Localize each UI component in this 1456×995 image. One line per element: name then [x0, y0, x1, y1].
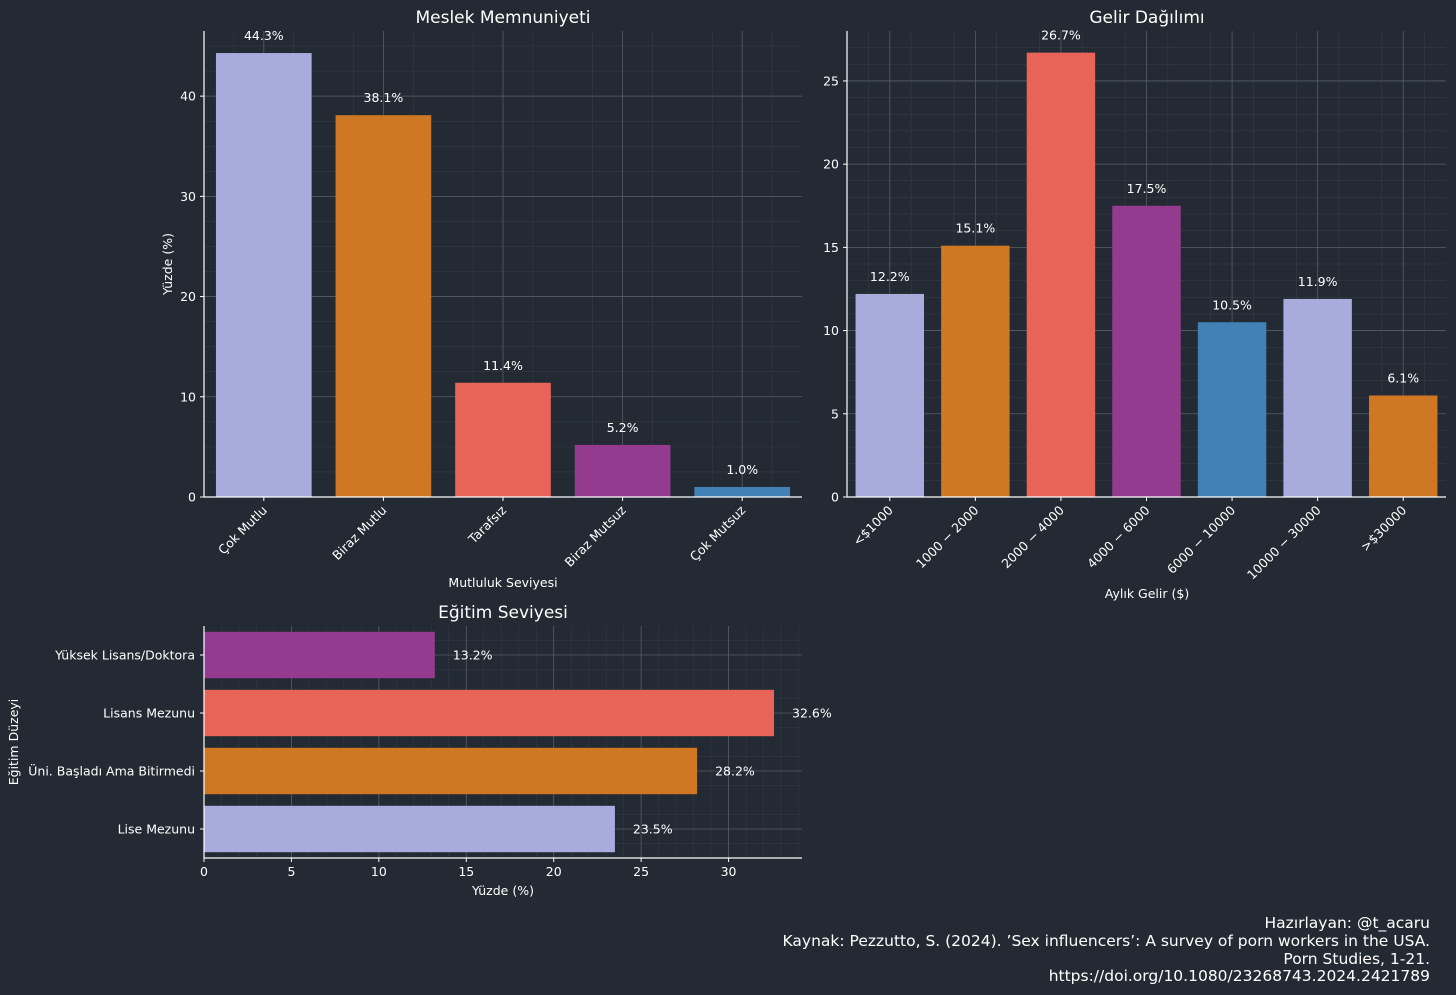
x-axis-label: Yüzde (%) — [471, 883, 534, 898]
bar — [204, 689, 775, 737]
bar — [694, 486, 791, 497]
bar — [1112, 205, 1181, 497]
y-tick-label: 25 — [823, 73, 839, 88]
value-label: 6.1% — [1387, 370, 1419, 385]
value-label: 17.5% — [1127, 181, 1167, 196]
bar — [574, 444, 671, 497]
y-tick-label: 20 — [180, 289, 196, 304]
bar — [1368, 395, 1438, 497]
credits-journal: Porn Studies, 1-21. — [1283, 949, 1430, 968]
x-tick-label: 6000 − 10000 — [1164, 502, 1238, 576]
x-tick-label: Çok Mutsuz — [687, 502, 749, 564]
y-tick-label: 30 — [180, 189, 196, 204]
value-label: 1.0% — [726, 462, 758, 477]
value-label: 11.4% — [483, 358, 523, 373]
bar — [1197, 322, 1267, 497]
y-tick-label: 0 — [831, 490, 839, 505]
value-labels: 13.2% 32.6% 28.2% 23.5% — [453, 648, 832, 837]
x-tick-label: 10000 − 30000 — [1244, 502, 1324, 582]
x-tick-label: 20 — [546, 864, 562, 879]
bar — [204, 805, 615, 853]
bars — [204, 631, 775, 853]
value-label: 15.1% — [955, 221, 995, 236]
chart-title: Gelir Dağılımı — [1089, 8, 1204, 28]
y-tick-label: Üni. Başladı Ama Bitirmedi — [28, 763, 195, 779]
value-labels: 12.2% 15.1% 26.7% 17.5% 10.5% 11.9% 6.1% — [870, 28, 1419, 386]
chart-egitim-seviyesi: 13.2% 32.6% 28.2% 23.5% 0 5 10 15 20 25 30 Yüksek … — [6, 603, 832, 898]
bar — [855, 293, 925, 497]
value-label: 5.2% — [607, 420, 639, 435]
value-label: 13.2% — [453, 648, 493, 663]
bars — [855, 52, 1438, 498]
y-tick-label: 10 — [180, 389, 196, 404]
x-tick-label: Tarafsız — [465, 502, 510, 547]
x-tick-label: 5 — [287, 864, 295, 879]
credits: Hazırlayan: @t_acaru Kaynak: Pezzutto, S… — [782, 914, 1430, 986]
y-axis-label: Eğitim Düzeyi — [6, 699, 21, 786]
y-tick-label: 5 — [831, 406, 839, 421]
x-tick-label: 10 — [371, 864, 387, 879]
bar — [204, 747, 698, 795]
value-label: 23.5% — [633, 822, 673, 837]
value-label: 44.3% — [244, 28, 284, 43]
value-label: 26.7% — [1041, 28, 1081, 43]
bar — [1026, 52, 1096, 498]
chart-title: Meslek Memnuniyeti — [415, 8, 590, 28]
value-label: 32.6% — [792, 706, 832, 721]
value-label: 10.5% — [1212, 297, 1252, 312]
x-tick-label: Çok Mutlu — [215, 503, 270, 558]
value-label: 11.9% — [1298, 274, 1338, 289]
bar — [455, 382, 551, 497]
tick-labels: 0 5 10 15 20 25 30 Yüksek Lisans/Doktora Lisans … — [28, 648, 736, 880]
x-tick-label: Biraz Mutlu — [329, 503, 389, 563]
y-tick-label: 10 — [823, 323, 839, 338]
y-tick-label: 40 — [180, 89, 196, 104]
value-label: 38.1% — [364, 90, 404, 105]
credits-source: Kaynak: Pezzutto, S. (2024). ’Sex influe… — [782, 931, 1430, 950]
bar — [1283, 298, 1352, 497]
y-tick-label: 0 — [188, 490, 196, 505]
y-tick-label: 15 — [823, 240, 839, 255]
value-label: 12.2% — [870, 269, 910, 284]
x-tick-label: 4000 − 6000 — [1084, 502, 1153, 571]
x-tick-label: 25 — [633, 864, 649, 879]
x-axis-label: Aylık Gelir ($) — [1105, 586, 1189, 601]
x-tick-label: 0 — [200, 864, 208, 879]
x-axis-label: Mutluluk Seviyesi — [448, 575, 557, 590]
credits-doi: https://doi.org/10.1080/23268743.2024.24… — [1048, 967, 1430, 986]
x-tick-label: >$30000 — [1358, 502, 1410, 554]
bars — [215, 53, 791, 498]
credits-author: Hazırlayan: @t_acaru — [1264, 914, 1430, 932]
y-tick-label: Lisans Mezunu — [103, 706, 195, 721]
chart-title: Eğitim Seviyesi — [438, 603, 568, 623]
chart-meslek-memnuniyeti: 44.3% 38.1% 11.4% 5.2% 1.0% 0 10 20 30 40 Çok Mut… — [160, 8, 802, 590]
value-labels: 44.3% 38.1% 11.4% 5.2% 1.0% — [244, 28, 758, 477]
bar — [215, 53, 312, 498]
x-tick-label: 30 — [721, 864, 737, 879]
y-tick-label: Lise Mezunu — [118, 822, 195, 837]
bar — [204, 631, 435, 679]
bar — [335, 115, 432, 497]
x-tick-label: 1000 − 2000 — [913, 502, 982, 571]
value-label: 28.2% — [715, 764, 755, 779]
x-tick-label: Biraz Mutsuz — [562, 502, 629, 569]
axes — [203, 626, 802, 859]
y-axis-label: Yüzde (%) — [160, 233, 175, 296]
y-tick-label: 20 — [823, 157, 839, 172]
chart-gelir-dagilimi: 12.2% 15.1% 26.7% 17.5% 10.5% 11.9% 6.1% 0 5 10 1… — [823, 8, 1446, 601]
x-tick-label: <$1000 — [850, 502, 896, 548]
bar — [941, 245, 1010, 497]
x-tick-label: 2000 − 4000 — [998, 502, 1067, 571]
x-tick-label: 15 — [458, 864, 474, 879]
y-tick-label: Yüksek Lisans/Doktora — [54, 648, 195, 663]
